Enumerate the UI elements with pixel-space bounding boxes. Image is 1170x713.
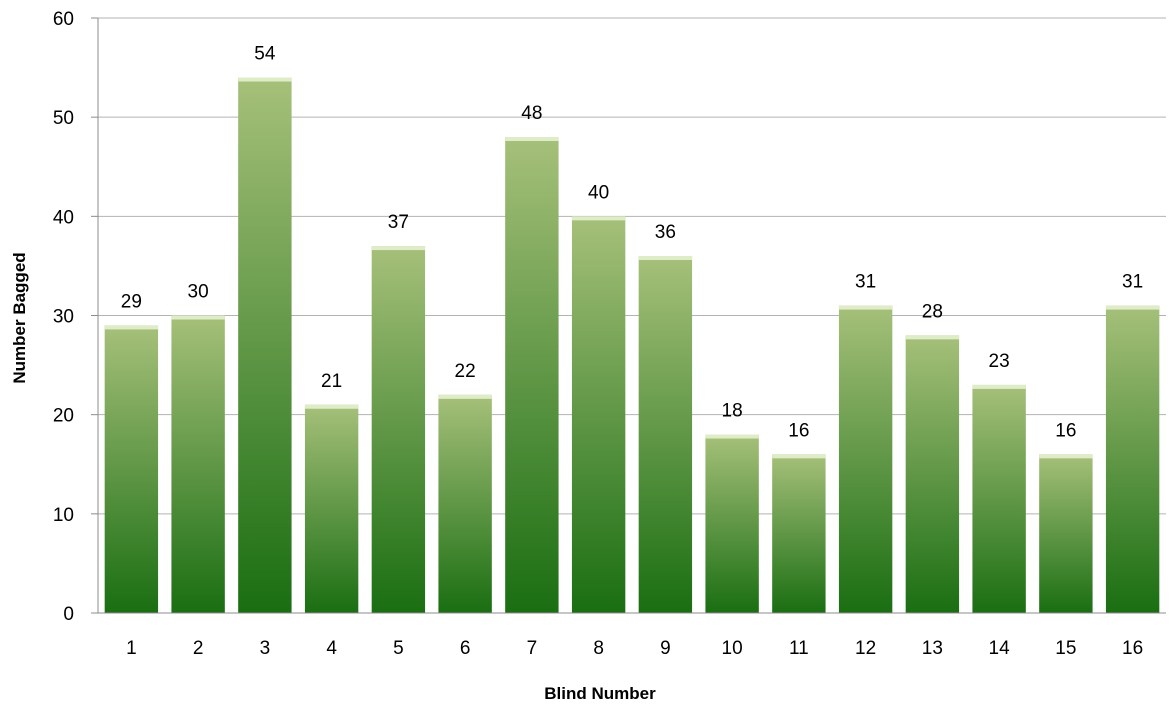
data-label-10: 18 bbox=[722, 401, 743, 422]
x-tick-label-7: 7 bbox=[527, 638, 538, 659]
x-axis-ticks: 1 2 3 4 5 6 7 8 9 10 11 12 13 14 15 16 bbox=[126, 638, 1143, 659]
data-label-1: 29 bbox=[121, 291, 142, 312]
x-tick-label-2: 2 bbox=[193, 638, 204, 659]
bar-2 bbox=[171, 315, 225, 613]
data-label-4: 21 bbox=[321, 371, 342, 392]
data-label-13: 28 bbox=[922, 301, 943, 322]
x-tick-label-16: 16 bbox=[1122, 638, 1143, 659]
bar-cap-1 bbox=[104, 325, 159, 330]
data-label-7: 48 bbox=[521, 103, 542, 124]
x-tick-label-8: 8 bbox=[593, 638, 604, 659]
x-tick-label-12: 12 bbox=[855, 638, 876, 659]
x-tick-label-9: 9 bbox=[660, 638, 671, 659]
bar-cap-9 bbox=[638, 256, 693, 260]
x-axis-title: Blind Number bbox=[544, 684, 656, 703]
y-tick-label: 50 bbox=[53, 108, 74, 129]
bar-7 bbox=[505, 137, 559, 613]
x-tick-label-13: 13 bbox=[922, 638, 943, 659]
x-tick-label-15: 15 bbox=[1055, 638, 1076, 659]
bar-15 bbox=[1039, 454, 1093, 613]
bar-5 bbox=[371, 246, 426, 614]
y-tick-label: 60 bbox=[53, 9, 74, 30]
x-tick-label-6: 6 bbox=[460, 638, 471, 659]
y-tick-label: 0 bbox=[63, 604, 74, 625]
bar-4 bbox=[304, 404, 359, 613]
bars bbox=[104, 77, 1160, 614]
y-axis-ticks: 0 10 20 30 40 50 60 bbox=[53, 9, 1166, 625]
x-tick-label-1: 1 bbox=[126, 638, 137, 659]
data-label-11: 16 bbox=[788, 420, 809, 441]
y-tick-label: 40 bbox=[53, 207, 74, 228]
bar-12 bbox=[838, 305, 893, 613]
data-label-15: 16 bbox=[1055, 420, 1076, 441]
x-tick-label-3: 3 bbox=[260, 638, 271, 659]
data-label-3: 54 bbox=[254, 44, 276, 65]
x-tick-label-5: 5 bbox=[393, 638, 404, 659]
data-label-8: 40 bbox=[588, 182, 609, 203]
bar-16 bbox=[1105, 305, 1160, 613]
data-label-5: 37 bbox=[388, 212, 409, 233]
data-label-16: 31 bbox=[1122, 272, 1143, 293]
x-tick-label-10: 10 bbox=[722, 638, 743, 659]
bar-cap-6 bbox=[438, 394, 492, 399]
y-tick-label: 10 bbox=[53, 505, 74, 526]
bar-cap-3 bbox=[238, 77, 292, 82]
bar-13 bbox=[905, 335, 960, 613]
data-labels: 29 30 54 21 37 22 48 40 36 18 16 31 28 23 16 31 bbox=[121, 44, 1143, 442]
bar-cap-4 bbox=[304, 404, 359, 409]
bar-1 bbox=[104, 325, 159, 613]
bar-cap-13 bbox=[905, 335, 960, 340]
bar-9 bbox=[638, 256, 693, 613]
bar-cap-2 bbox=[171, 315, 225, 320]
data-label-2: 30 bbox=[188, 282, 209, 303]
bar-8 bbox=[571, 216, 626, 614]
bar-3 bbox=[238, 77, 292, 613]
bar-cap-10 bbox=[705, 434, 759, 439]
bar-cap-16 bbox=[1105, 305, 1160, 310]
x-tick-label-11: 11 bbox=[789, 638, 809, 659]
bar-11 bbox=[772, 454, 826, 613]
bar-cap-15 bbox=[1039, 454, 1093, 459]
bar-cap-7 bbox=[505, 137, 559, 141]
data-label-9: 36 bbox=[655, 222, 676, 243]
y-tick-label: 20 bbox=[53, 406, 74, 427]
x-tick-label-14: 14 bbox=[989, 638, 1011, 659]
data-label-14: 23 bbox=[989, 351, 1010, 372]
data-label-6: 22 bbox=[455, 361, 476, 382]
bar-cap-5 bbox=[371, 246, 426, 251]
bar-cap-8 bbox=[571, 216, 626, 221]
bar-cap-14 bbox=[972, 384, 1026, 389]
data-label-12: 31 bbox=[855, 272, 876, 293]
y-tick-label: 30 bbox=[53, 307, 74, 328]
x-tick-label-4: 4 bbox=[326, 638, 337, 659]
bar-6 bbox=[438, 394, 492, 613]
bar-14 bbox=[972, 384, 1026, 613]
bar-10 bbox=[705, 434, 759, 613]
y-axis-title: Number Bagged bbox=[10, 252, 29, 383]
bar-cap-11 bbox=[772, 454, 826, 459]
bar-cap-12 bbox=[838, 305, 893, 310]
